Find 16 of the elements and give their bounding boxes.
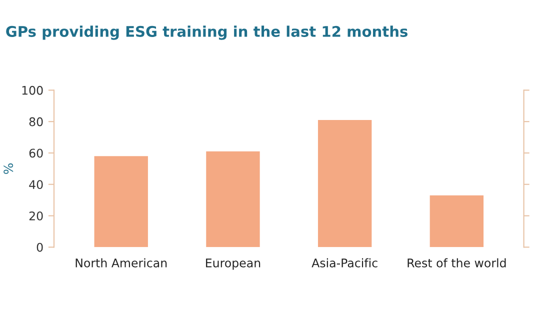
bar — [430, 195, 484, 248]
x-tick-label: North American — [76, 258, 167, 268]
bar — [206, 151, 260, 248]
y-axis-title: % — [4, 163, 14, 174]
x-tick-label: Rest of the world — [408, 258, 506, 268]
y-tick-label: 80 — [29, 117, 43, 126]
bar — [94, 156, 148, 248]
y-tick-label: 20 — [29, 211, 43, 220]
y-tick-label: 0 — [36, 242, 43, 252]
y-tick-label: 40 — [29, 180, 43, 190]
x-tick-label: European — [206, 258, 260, 270]
chart-title: GPs providing ESG training in the last 12 months — [6, 26, 408, 40]
y-tick-label: 100 — [22, 86, 43, 95]
bar — [318, 120, 372, 248]
y-tick-label: 60 — [29, 148, 43, 158]
x-tick-label: Asia-Pacific — [312, 258, 378, 268]
